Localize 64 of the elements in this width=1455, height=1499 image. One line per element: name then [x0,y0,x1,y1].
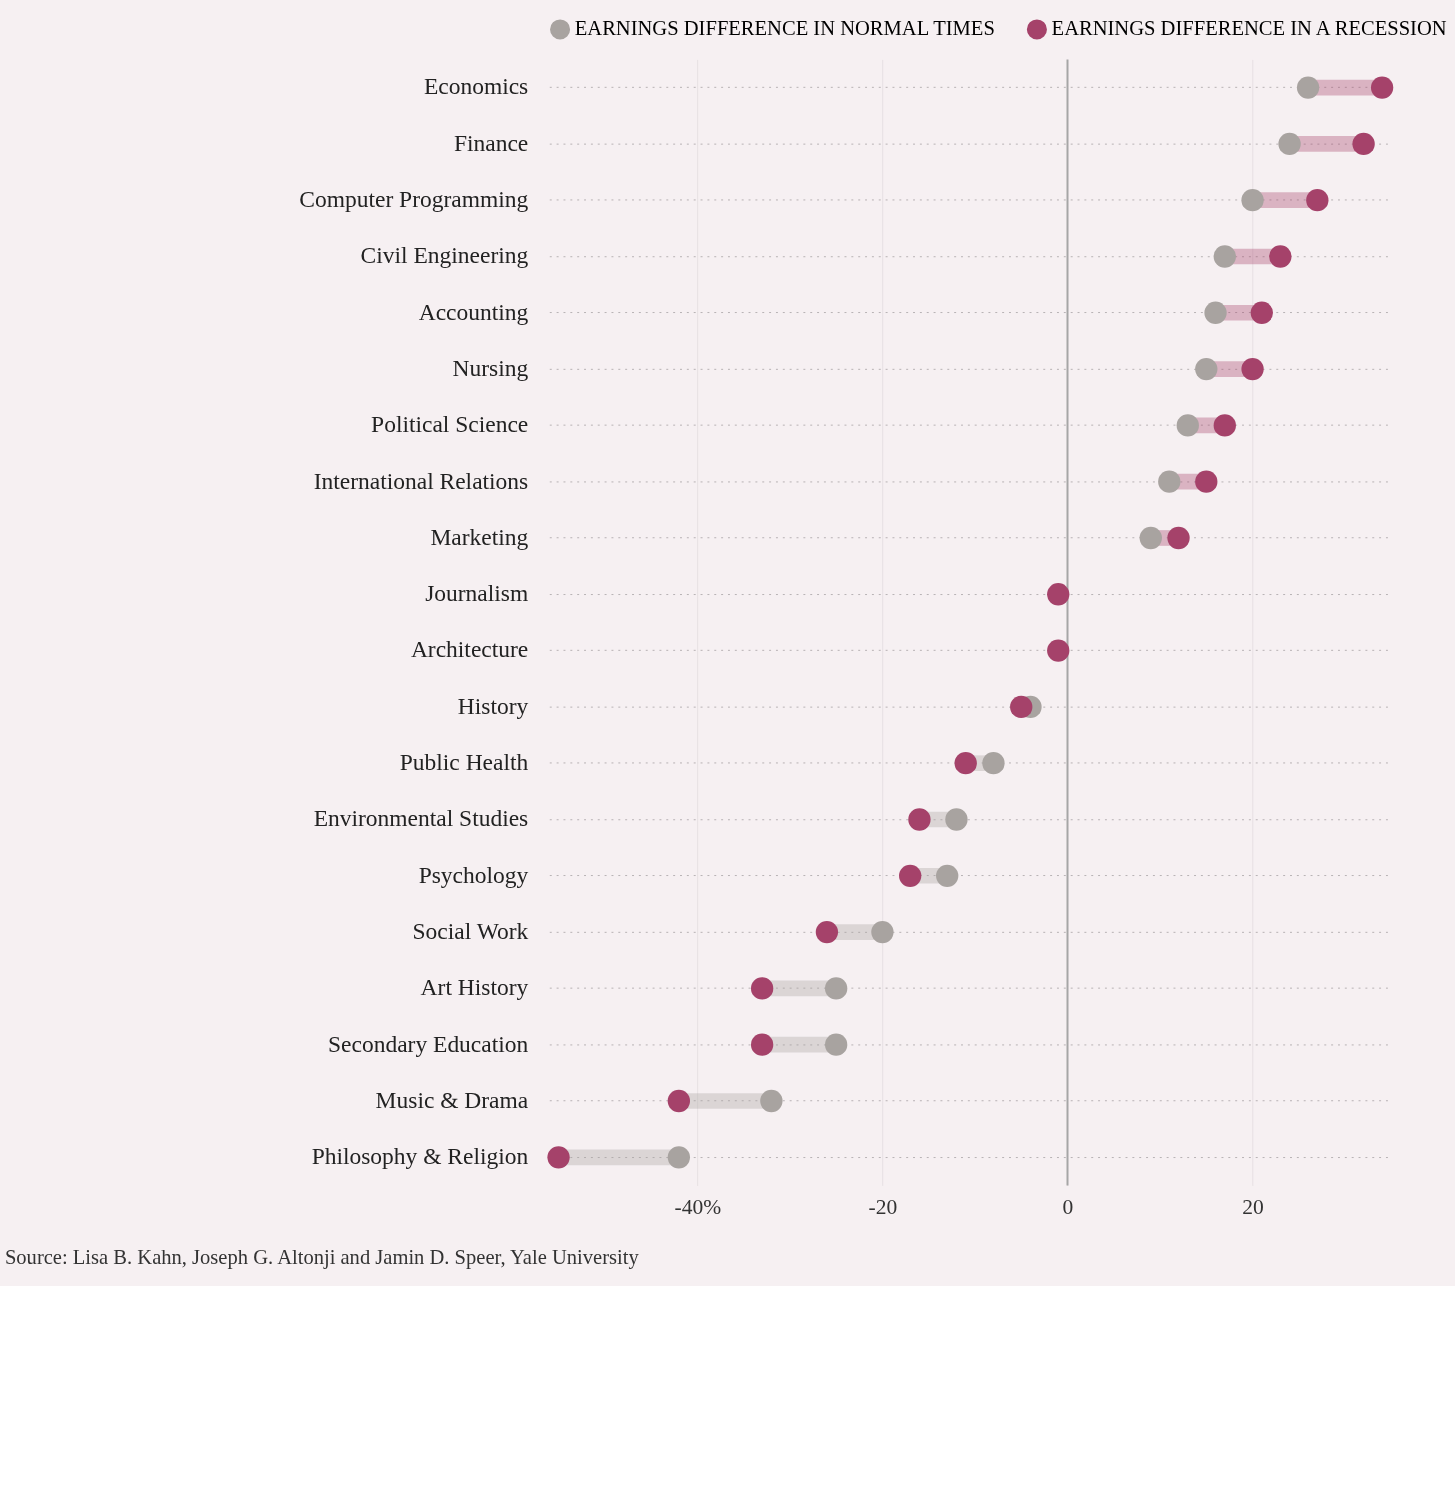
point [1195,357,1218,381]
point [936,864,959,887]
point [1139,526,1162,550]
point [815,920,839,944]
point [1158,470,1181,493]
point [750,1033,774,1056]
legend-label: EARNINGS DIFFERENCE IN A RECESSION [1051,17,1447,40]
x-tick-label: 0 [1062,1195,1074,1220]
y-tick-label: Environmental Studies [313,805,529,832]
point [1010,695,1033,719]
x-tick-label: -40% [674,1195,722,1220]
point [1204,301,1227,324]
point [1306,189,1329,212]
y-tick-label: Marketing [430,523,529,550]
point [1370,76,1394,99]
point [1296,76,1320,99]
point [1176,414,1199,437]
y-tick-label: Journalism [425,580,529,607]
point [1241,357,1264,381]
y-tick-label: Social Work [412,917,529,944]
y-tick-label: Public Health [399,749,529,776]
point [1352,132,1375,156]
y-tick-label: Psychology [418,861,529,888]
point [1241,189,1264,212]
y-tick-label: Civil Engineering [360,242,529,269]
point [1213,414,1236,437]
y-tick-label: History [457,692,529,719]
y-tick-label: Architecture [410,636,529,663]
point [824,977,848,1000]
point [945,808,968,831]
y-tick-label: Philosophy & Religion [311,1143,529,1170]
y-tick-label: Secondary Education [328,1030,529,1057]
source-note: Source: Lisa B. Kahn, Joseph G. Altonji and Jamin D. Speer, Yale University [4,1245,640,1269]
point [1269,245,1292,268]
y-tick-label: Economics [423,73,529,100]
point [954,752,977,775]
point [871,920,894,944]
point [1250,301,1273,324]
y-tick-label: Accounting [418,298,529,325]
point [908,808,931,831]
y-tick-label: Political Science [371,411,529,438]
point [1195,470,1218,493]
y-tick-label: Music & Drama [375,1086,529,1113]
point [1213,245,1236,268]
y-tick-label: International Relations [313,467,529,494]
y-tick-label: Computer Programming [299,186,529,213]
point [899,864,922,887]
y-tick-label: Nursing [452,354,529,381]
point [982,752,1005,775]
x-tick-label: 20 [1242,1195,1264,1220]
y-tick-label: Finance [453,129,529,156]
x-tick-label: -20 [868,1195,898,1220]
point [760,1089,783,1113]
point [1047,583,1070,606]
legend-label: EARNINGS DIFFERENCE IN NORMAL TIMES [574,17,995,40]
point [824,1033,848,1056]
point [750,977,774,1000]
y-tick-label: Art History [420,974,529,1001]
point [667,1146,691,1169]
point [667,1089,691,1113]
point [1167,526,1190,550]
point [1047,639,1070,662]
point [547,1146,570,1169]
point [1278,132,1301,156]
